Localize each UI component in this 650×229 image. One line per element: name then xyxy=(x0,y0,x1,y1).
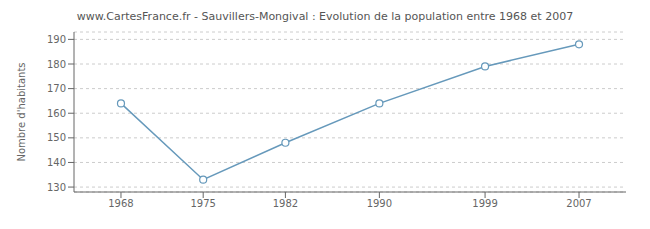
svg-text:150: 150 xyxy=(47,132,66,143)
svg-text:1975: 1975 xyxy=(190,198,215,209)
svg-text:160: 160 xyxy=(47,108,66,119)
svg-text:1982: 1982 xyxy=(273,198,298,209)
svg-text:130: 130 xyxy=(47,182,66,193)
svg-text:1990: 1990 xyxy=(367,198,392,209)
svg-text:Nombre d'habitants: Nombre d'habitants xyxy=(16,62,27,161)
svg-text:190: 190 xyxy=(47,34,66,45)
svg-text:1999: 1999 xyxy=(472,198,497,209)
svg-text:1968: 1968 xyxy=(108,198,133,209)
svg-text:140: 140 xyxy=(47,157,66,168)
svg-text:180: 180 xyxy=(47,59,66,70)
svg-text:2007: 2007 xyxy=(566,198,591,209)
html-text:www.CartesFrance.fr - Sauville: www.CartesFrance.fr - Sauvillers-Mongiva… xyxy=(76,10,574,23)
svg-text:170: 170 xyxy=(47,83,66,94)
